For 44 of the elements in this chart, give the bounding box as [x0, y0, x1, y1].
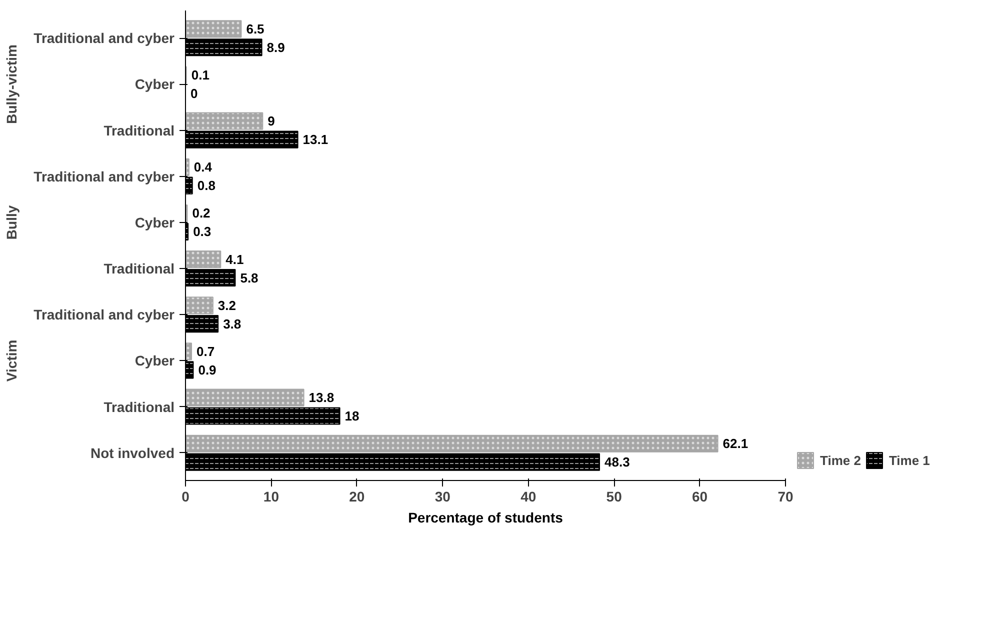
text: Bully: [4, 205, 20, 240]
y-tick-label: Cyber: [134, 214, 176, 230]
y-tick-label: Traditional and cyber: [34, 306, 176, 323]
data-label: 9: [268, 114, 275, 129]
data-label: 3.8: [223, 316, 242, 332]
data-label: 13.1: [302, 132, 328, 148]
x-tick-label: 60: [692, 488, 708, 504]
y-tick-label: Traditional: [104, 122, 175, 138]
y-tick-label: Not involved: [90, 444, 175, 461]
x-tick-label: 70: [778, 488, 794, 504]
y-tick-label: Cyber: [134, 76, 176, 92]
data-label: 13.8: [308, 390, 334, 406]
x-tick-label: 0: [182, 488, 190, 504]
data-label: 5.8: [240, 270, 258, 286]
data-label: 8.9: [266, 40, 285, 55]
data-label: 6.5: [246, 21, 264, 36]
text: Bully-victim: [4, 44, 20, 124]
data-label: 48.3: [604, 454, 630, 470]
x-tick-label: 40: [520, 488, 536, 504]
data-label: 0.1: [191, 68, 210, 83]
x-tick-label: 50: [606, 488, 622, 504]
x-tick-label: 20: [349, 488, 365, 504]
legend-label: Time 1: [888, 452, 930, 468]
x-tick-label: 10: [263, 488, 280, 504]
x-tick-label: 30: [434, 488, 451, 504]
y-tick-label: Traditional: [104, 398, 175, 415]
data-label: 0: [190, 86, 198, 101]
legend-label: Time 2: [820, 452, 861, 468]
data-label: 0.8: [197, 178, 216, 194]
data-label: 18: [344, 408, 360, 424]
data-label: 0.7: [196, 344, 215, 359]
text: Victim: [4, 340, 20, 382]
data-label: 0.2: [192, 206, 210, 221]
data-label: 0.4: [194, 160, 213, 175]
y-tick-label: Traditional and cyber: [34, 30, 176, 46]
data-label: 0.3: [193, 224, 212, 240]
x-axis-title: Percentage of students: [408, 510, 564, 526]
data-label: 62.1: [722, 436, 748, 452]
y-tick-label: Traditional: [104, 260, 175, 277]
data-label: 0.9: [198, 362, 216, 378]
y-tick-label: Cyber: [134, 352, 176, 369]
data-label: 3.2: [218, 298, 236, 313]
data-label: 4.1: [226, 252, 244, 267]
y-tick-label: Traditional and cyber: [34, 168, 176, 184]
